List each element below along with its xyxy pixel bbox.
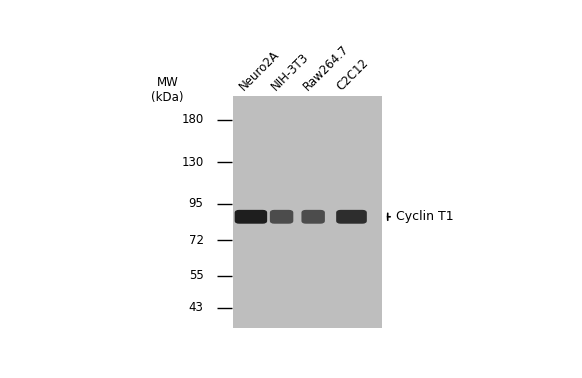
Text: NIH-3T3: NIH-3T3 bbox=[269, 51, 311, 93]
Text: 180: 180 bbox=[182, 113, 204, 126]
Text: 130: 130 bbox=[182, 156, 204, 169]
FancyBboxPatch shape bbox=[235, 210, 267, 224]
Text: Raw264.7: Raw264.7 bbox=[300, 43, 351, 93]
Text: Neuro2A: Neuro2A bbox=[237, 48, 282, 93]
Text: C2C12: C2C12 bbox=[334, 57, 371, 93]
Bar bbox=[233, 96, 382, 328]
Text: 72: 72 bbox=[189, 234, 204, 247]
FancyBboxPatch shape bbox=[336, 210, 367, 224]
Text: 95: 95 bbox=[189, 197, 204, 210]
FancyBboxPatch shape bbox=[301, 210, 325, 224]
Text: Cyclin T1: Cyclin T1 bbox=[396, 210, 454, 223]
Text: 43: 43 bbox=[189, 301, 204, 314]
Text: 55: 55 bbox=[189, 269, 204, 282]
Text: MW
(kDa): MW (kDa) bbox=[151, 76, 184, 104]
FancyBboxPatch shape bbox=[270, 210, 293, 224]
